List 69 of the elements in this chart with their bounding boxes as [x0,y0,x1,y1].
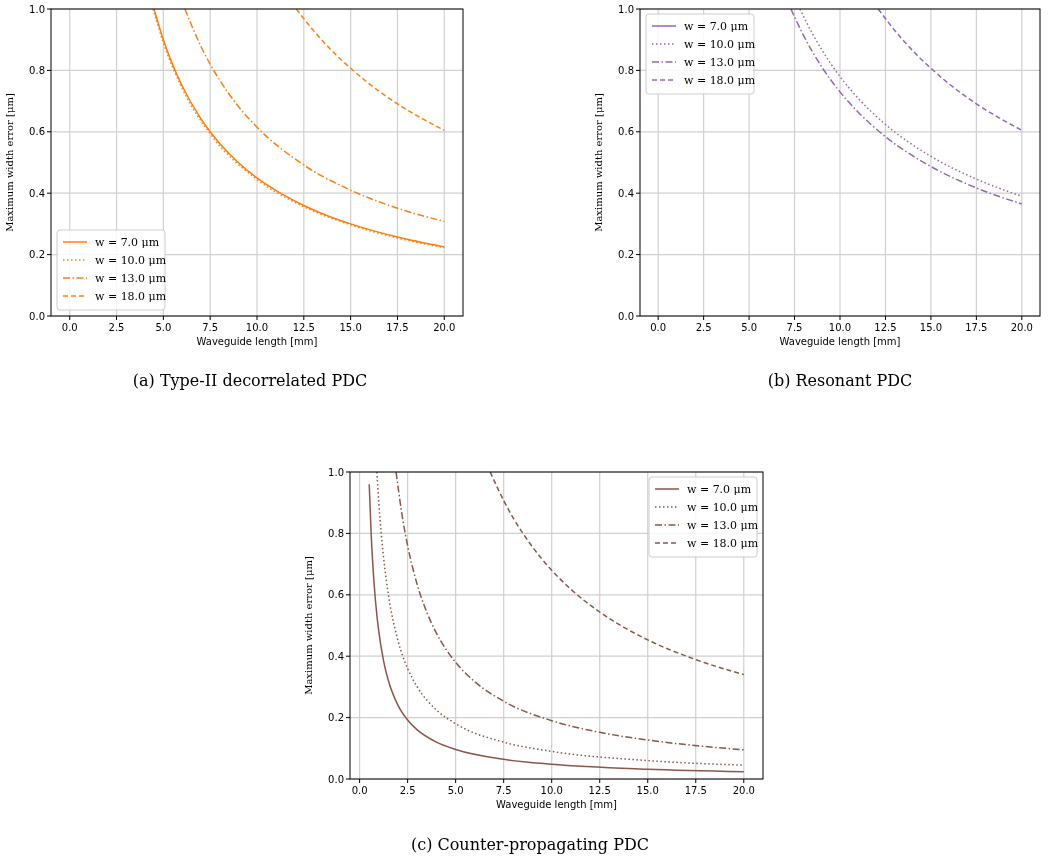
x-tick-label: 12.5 [874,322,897,333]
x-tick-label: 2.5 [695,322,712,333]
x-tick-label: 7.5 [786,322,803,333]
x-tick-label: 20.0 [433,322,456,333]
legend-label: w = 18.0 μm [95,290,167,303]
legend-label: w = 7.0 μm [687,483,752,496]
legend-label: w = 7.0 μm [684,20,749,33]
x-tick-label: 10.0 [828,322,852,333]
x-tick-label: 7.5 [495,785,512,796]
legend-label: w = 13.0 μm [95,272,167,285]
y-axis-title: Maximum width error [μm] [593,93,604,232]
legend-label: w = 10.0 μm [687,501,759,514]
y-axis-title: Maximum width error [μm] [4,93,15,232]
y-tick-label: 0.2 [29,249,45,261]
x-axis-title: Waveguide length [mm] [196,336,318,347]
x-tick-label: 5.0 [741,322,758,333]
text: (b) Resonant PDC [767,371,913,390]
legend-label: w = 13.0 μm [687,519,759,532]
x-tick-label: 0.0 [351,785,368,796]
x-tick-label: 15.0 [339,322,362,333]
x-axis-title: Waveguide length [mm] [496,799,618,810]
x-tick-label: 17.5 [684,785,707,796]
x-axis-title: Waveguide length [mm] [779,336,901,347]
x-tick-label: 17.5 [386,322,409,333]
x-tick-label: 15.0 [919,322,943,333]
y-tick-label: 1.0 [328,466,344,478]
line-series [877,9,1023,132]
x-tick-label: 5.0 [447,785,464,796]
x-tick-label: 10.0 [540,785,563,796]
y-tick-label: 0.6 [618,126,634,138]
x-tick-label: 20.0 [732,785,755,796]
x-tick-label: 2.5 [399,785,416,796]
y-tick-label: 0.6 [29,126,45,138]
y-tick-label: 0.0 [328,773,344,785]
x-tick-label: 5.0 [155,322,172,333]
x-tick-label: 7.5 [202,322,219,333]
y-tick-label: 0.0 [618,310,634,322]
y-tick-label: 0.6 [328,589,344,601]
legend-label: w = 7.0 μm [95,236,160,249]
y-tick-label: 0.4 [328,650,344,662]
text: (c) Counter-propagating PDC [410,835,650,854]
y-tick-label: 0.0 [29,310,45,322]
y-tick-label: 0.2 [328,712,344,724]
legend-label: w = 10.0 μm [684,38,756,51]
legend-label: w = 13.0 μm [684,56,756,69]
text: (a) Type-II decorrelated PDC [132,371,368,390]
x-tick-label: 20.0 [1010,322,1033,333]
y-tick-label: 0.8 [328,527,344,539]
x-tick-label: 17.5 [965,322,988,333]
y-tick-label: 0.4 [618,187,634,199]
legend-label: w = 18.0 μm [687,537,759,550]
x-tick-label: 10.0 [245,322,269,333]
y-tick-label: 0.4 [29,187,45,199]
y-tick-label: 0.8 [618,64,634,76]
y-tick-label: 1.0 [618,3,634,15]
x-tick-label: 12.5 [588,785,611,796]
x-tick-label: 2.5 [108,322,125,333]
legend-label: w = 10.0 μm [95,254,167,267]
y-tick-label: 0.8 [29,64,45,76]
line-series [295,9,446,132]
line-series [184,9,446,223]
x-tick-label: 0.0 [650,322,667,333]
x-tick-label: 15.0 [636,785,659,796]
x-tick-label: 0.0 [61,322,78,333]
x-tick-label: 12.5 [292,322,315,333]
legend-label: w = 18.0 μm [684,74,756,87]
y-axis-title: Maximum width error [μm] [303,556,314,695]
y-tick-label: 0.2 [618,249,634,261]
y-tick-label: 1.0 [29,3,45,15]
